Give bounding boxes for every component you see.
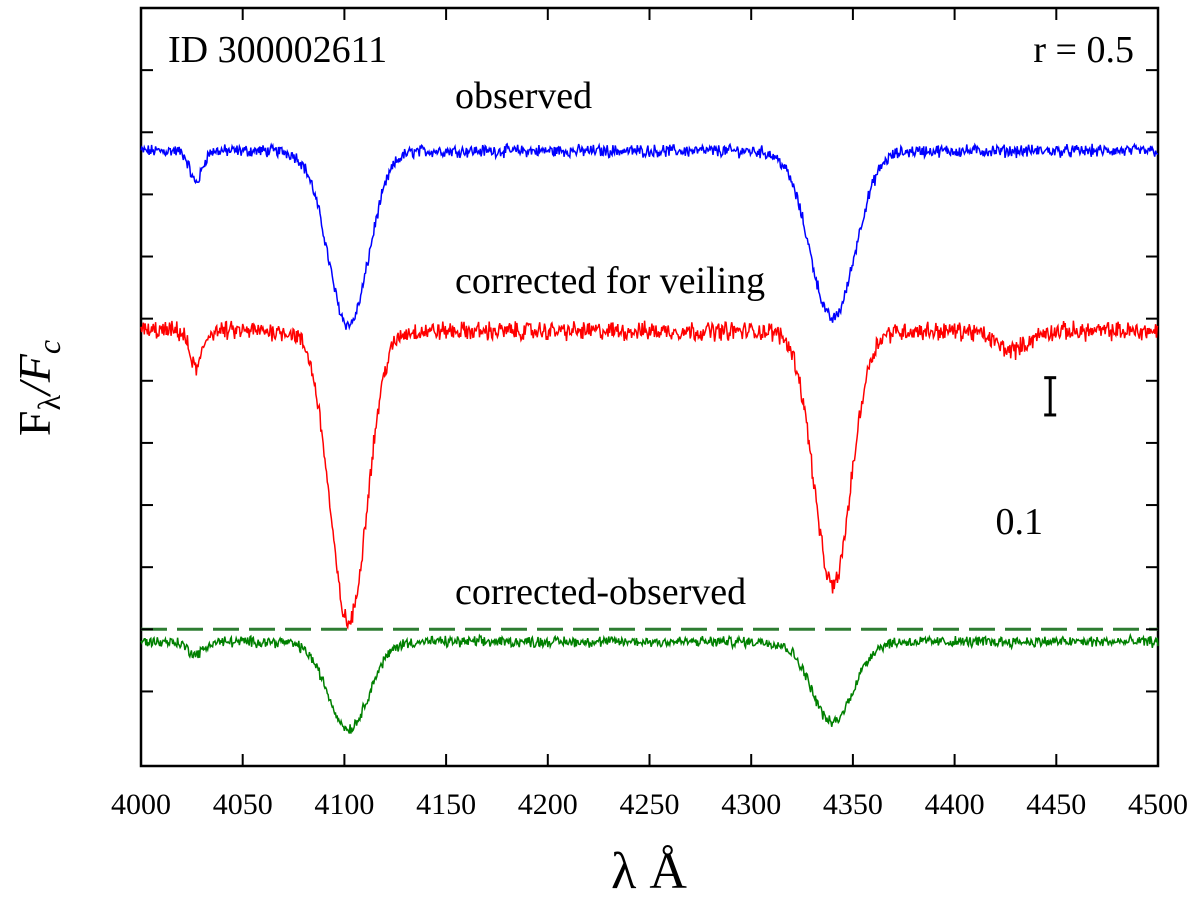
scale-label: 0.1 (996, 501, 1044, 543)
x-tick-label: 4500 (1128, 788, 1188, 821)
x-tick-label: 4150 (416, 788, 476, 821)
y-axis-title: Fλ/Fc (9, 340, 67, 436)
plot-frame (139, 6, 1160, 768)
y-axis-title-c: c (31, 340, 67, 354)
difference-label: corrected-observed (455, 571, 746, 613)
series-observed (140, 142, 1159, 331)
x-tick-label: 4250 (620, 788, 680, 821)
series-layer (140, 142, 1159, 734)
x-axis-title: λ Å (611, 843, 687, 899)
y-axis-title-div: /F (9, 353, 60, 398)
corrected-label: corrected for veiling (455, 260, 765, 302)
x-tick-label: 4100 (314, 788, 374, 821)
series-difference (140, 632, 1159, 734)
x-tick-label: 4000 (111, 788, 171, 821)
y-axis-title-lambda: λ (31, 395, 67, 411)
x-tick-label: 4450 (1026, 788, 1086, 821)
ratio-label: r = 0.5 (1033, 29, 1134, 71)
scale-bar (1044, 376, 1057, 417)
ticks-layer (140, 8, 1159, 766)
x-tick-label: 4400 (925, 788, 985, 821)
series-corrected (140, 320, 1159, 631)
x-tick-label: 4200 (518, 788, 578, 821)
x-tick-labels: 4000 4050 4100 4150 4200 4250 4300 4350 4400 4450… (111, 788, 1188, 821)
x-tick-label: 4050 (213, 788, 273, 821)
x-tick-label: 4350 (823, 788, 883, 821)
y-axis-title-f: F (9, 411, 60, 437)
observed-label: observed (455, 75, 592, 117)
svg-text:Fλ/Fc: Fλ/Fc (9, 340, 67, 436)
x-tick-label: 4300 (721, 788, 781, 821)
id-label: ID 300002611 (168, 29, 387, 71)
